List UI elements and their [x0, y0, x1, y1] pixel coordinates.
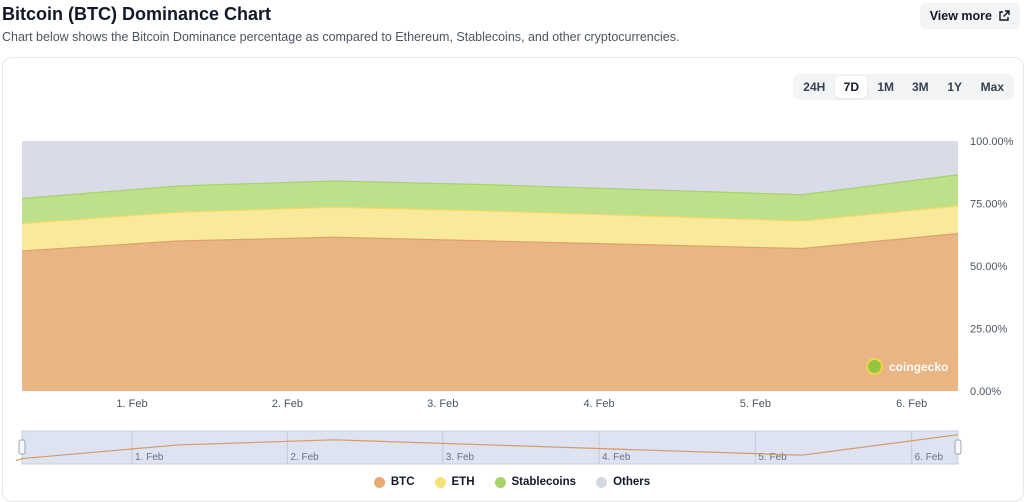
range-button-7d[interactable]: 7D: [835, 76, 868, 98]
legend-label: BTC: [390, 476, 415, 488]
series-area-others: [22, 141, 958, 199]
external-link-icon: [999, 10, 1010, 21]
series-area-btc: [22, 233, 958, 391]
series-line-eth: [21, 205, 959, 225]
series-line-stablecoins: [21, 174, 959, 200]
range-button-1m[interactable]: 1M: [877, 80, 894, 94]
legend-label: ETH: [451, 476, 475, 488]
coingecko-logo-icon: [866, 358, 883, 375]
range-button-max[interactable]: Max: [980, 80, 1004, 94]
x-tick-label: 6. Feb: [896, 398, 927, 410]
legend-item-stablecoins[interactable]: Stablecoins: [494, 476, 577, 488]
navigator-right-handle[interactable]: [954, 439, 962, 455]
legend-swatch: [596, 476, 608, 488]
navigator-tick-label: 4. Feb: [602, 452, 631, 463]
view-more-button[interactable]: View more: [919, 3, 1020, 29]
legend-item-btc[interactable]: BTC: [373, 476, 415, 488]
range-selector: 24H 7D 1M 3M 1Y Max: [793, 74, 1014, 100]
legend-label: Stablecoins: [511, 476, 577, 488]
navigator-series-line: [15, 434, 959, 462]
legend-swatch: [494, 476, 506, 488]
legend-label: Others: [613, 476, 651, 488]
legend-item-eth[interactable]: ETH: [434, 476, 475, 488]
navigator-tick-label: 6. Feb: [915, 452, 944, 463]
series-line-btc: [21, 232, 959, 252]
y-tick-label: 25.00%: [970, 324, 1008, 336]
range-button-24h[interactable]: 24H: [803, 80, 826, 94]
x-tick-label: 1. Feb: [116, 398, 147, 410]
series-area-eth: [22, 206, 958, 251]
range-button-1y[interactable]: 1Y: [947, 80, 962, 94]
legend-item-others[interactable]: Others: [596, 476, 650, 488]
y-tick-label: 100.00%: [970, 136, 1014, 148]
x-tick-label: 3. Feb: [427, 398, 458, 410]
x-tick-label: 2. Feb: [272, 398, 303, 410]
page-title: Bitcoin (BTC) Dominance Chart: [2, 4, 272, 24]
navigator-tick-label: 2. Feb: [290, 452, 319, 463]
x-tick-label: 5. Feb: [740, 398, 771, 410]
range-button-3m[interactable]: 3M: [911, 80, 929, 94]
watermark-text: coingecko: [889, 359, 949, 374]
y-tick-label: 0.00%: [970, 386, 1001, 398]
y-tick-label: 75.00%: [970, 199, 1008, 211]
page-subtitle: Chart below shows the Bitcoin Dominance …: [2, 30, 680, 44]
legend-swatch: [434, 476, 446, 488]
coingecko-watermark: coingecko: [866, 358, 948, 375]
x-tick-label: 4. Feb: [583, 398, 614, 410]
series-area-stablecoins: [22, 174, 958, 224]
legend-swatch: [373, 476, 385, 488]
navigator-tick-label: 1. Feb: [135, 452, 164, 463]
navigator-window: [21, 430, 959, 465]
view-more-label: View more: [929, 9, 992, 23]
y-tick-label: 50.00%: [970, 261, 1008, 273]
navigator-tick-label: 5. Feb: [758, 452, 787, 463]
navigator-tick-label: 3. Feb: [446, 452, 475, 463]
navigator-left-handle[interactable]: [18, 439, 26, 455]
chart-legend: BTC ETH Stablecoins Others: [0, 476, 1024, 488]
